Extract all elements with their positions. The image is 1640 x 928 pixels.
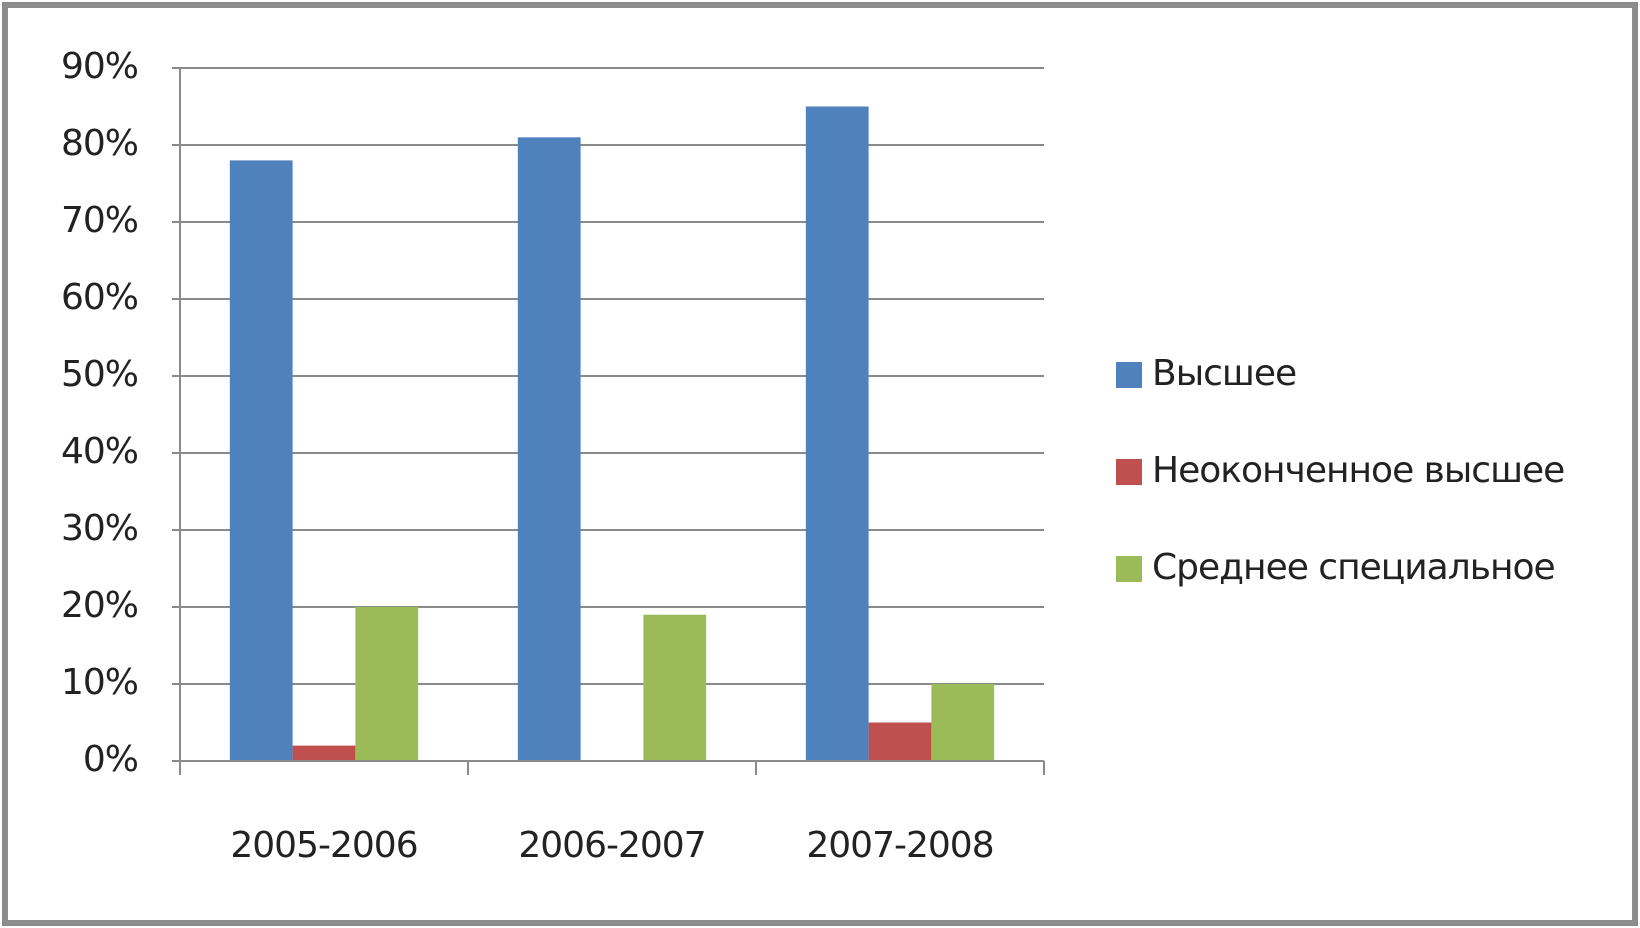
y-tick-label: 0%: [83, 739, 138, 780]
bar: [517, 137, 581, 762]
y-tick-label: 30%: [61, 508, 138, 549]
bar: [805, 106, 869, 761]
legend-label: Среднее специальное: [1152, 547, 1555, 588]
legend-swatch: [1116, 362, 1142, 388]
bar: [355, 607, 419, 761]
legend-swatch: [1116, 459, 1142, 485]
y-tick-label: 90%: [61, 46, 138, 87]
x-tick-label: 2005-2006: [230, 825, 417, 866]
y-tick-label: 10%: [61, 662, 138, 703]
y-tick-label: 40%: [61, 431, 138, 472]
y-tick-label: 60%: [61, 277, 138, 318]
y-tick-label: 20%: [61, 585, 138, 626]
y-tick-label: 50%: [61, 354, 138, 395]
bar: [643, 614, 707, 761]
x-tick-label: 2007-2008: [806, 825, 993, 866]
legend-label: Высшее: [1152, 353, 1296, 394]
legend-label: Неоконченное высшее: [1152, 450, 1564, 491]
y-tick-label: 80%: [61, 123, 138, 164]
x-tick-label: 2006-2007: [518, 825, 705, 866]
bar: [868, 722, 932, 761]
bar: [292, 745, 356, 761]
bar: [931, 684, 995, 761]
bar: [229, 160, 293, 761]
y-tick-label: 70%: [61, 200, 138, 241]
legend-swatch: [1116, 556, 1142, 582]
